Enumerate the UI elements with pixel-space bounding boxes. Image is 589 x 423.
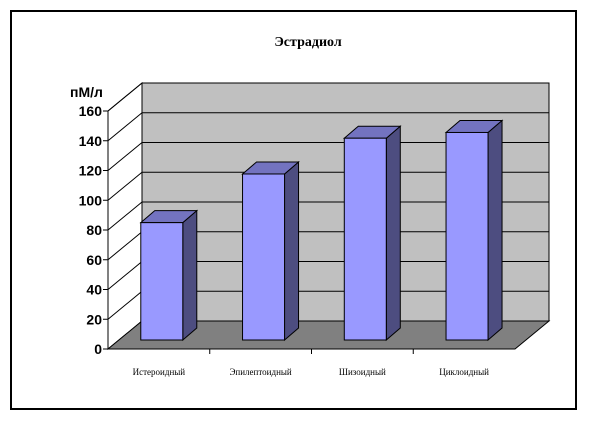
- bar-side: [385, 125, 401, 342]
- gridline: [107, 142, 549, 171]
- x-category-label: Истероидный: [133, 367, 186, 377]
- bar: [140, 222, 184, 341]
- y-tick-label: 140: [79, 133, 103, 149]
- y-tick-label: 40: [86, 282, 102, 298]
- y-tick-label: 160: [79, 103, 103, 119]
- gridline: [107, 171, 549, 201]
- gridline: [107, 201, 549, 231]
- y-tick-label: 60: [86, 252, 102, 268]
- x-category-label: Циклоидный: [439, 367, 489, 377]
- x-category-label: Эпилептоидный: [229, 367, 291, 377]
- y-tick-label: 100: [79, 192, 103, 208]
- bar-side: [487, 119, 503, 342]
- y-axis-label: пМ/л: [70, 84, 103, 100]
- bar: [445, 131, 489, 341]
- y-tick-label: 80: [86, 222, 102, 238]
- gridline: [107, 82, 549, 112]
- bar: [242, 173, 286, 341]
- y-tick-label: 0: [94, 341, 102, 357]
- y-tick-label: 20: [86, 311, 102, 327]
- gridline: [107, 112, 549, 142]
- bar-side: [182, 209, 198, 342]
- bar: [343, 137, 387, 341]
- bar-side: [284, 160, 300, 342]
- y-tick-label: 120: [79, 163, 103, 179]
- chart-title: Эстрадиол: [274, 35, 342, 50]
- x-category-label: Шизоидный: [339, 367, 386, 377]
